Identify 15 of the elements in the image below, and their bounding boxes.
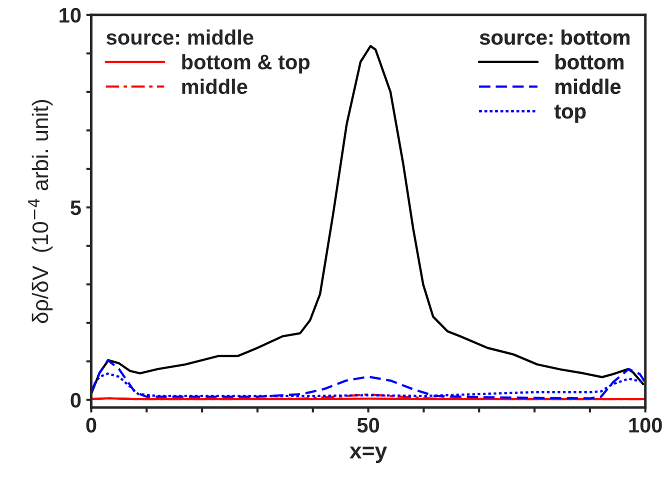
x-axis-title: x=y xyxy=(350,446,388,463)
y-tick-label: 5 xyxy=(70,200,81,216)
legend-label: middle xyxy=(182,78,248,94)
annotation: source: bottom xyxy=(480,29,630,45)
y-tick-label: 10 xyxy=(60,8,81,23)
x-tick-label: 100 xyxy=(629,418,662,433)
annotation: source: middle xyxy=(106,29,254,45)
legend-label: bottom & top xyxy=(182,54,310,74)
legend-label: top xyxy=(554,104,586,123)
y-tick-label: 0 xyxy=(70,392,81,408)
y-axis-title: δρ/δV (10$^{−4}$ arbi. unit) xyxy=(28,100,53,324)
legend-label: bottom xyxy=(556,54,624,70)
x-tick-label: 0 xyxy=(86,418,96,433)
legend-label: middle xyxy=(556,78,621,94)
x-tick-label: 50 xyxy=(357,418,380,433)
